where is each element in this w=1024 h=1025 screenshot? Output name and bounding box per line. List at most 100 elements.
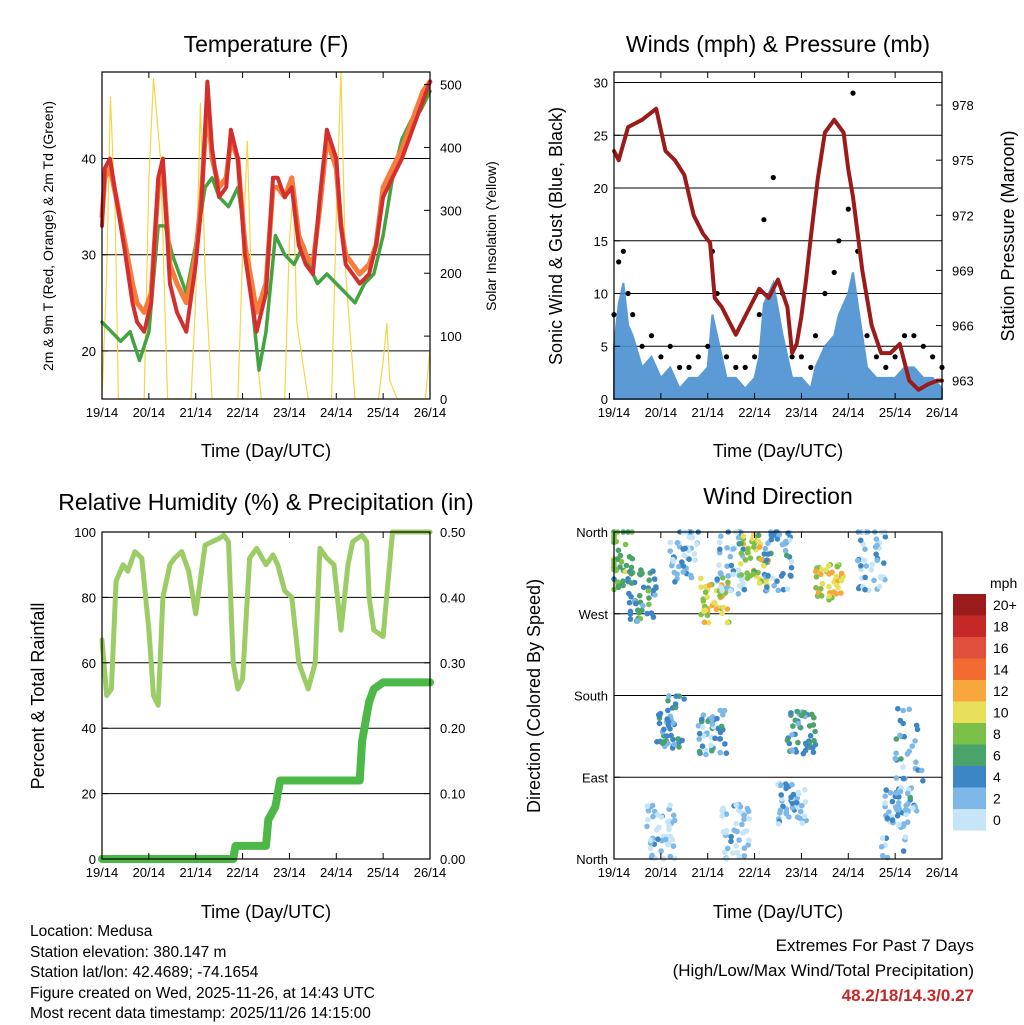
wind-direction-point bbox=[674, 540, 681, 546]
temperature-plot-frame bbox=[101, 71, 431, 400]
wind-direction-point bbox=[760, 562, 767, 569]
wind-direction-point bbox=[670, 558, 677, 564]
gust-point bbox=[831, 269, 837, 275]
gust-point bbox=[742, 364, 748, 370]
wind-direction-point bbox=[756, 544, 763, 550]
y2-tick-label: 0.40 bbox=[440, 590, 465, 605]
colorbar-label: 16 bbox=[993, 640, 1009, 656]
gust-point bbox=[658, 354, 664, 360]
wind-direction-point bbox=[833, 573, 840, 580]
wind-direction-point bbox=[756, 580, 763, 586]
wind-direction-point bbox=[741, 853, 748, 859]
wind-direction-point bbox=[725, 579, 731, 586]
wind-direction-point bbox=[671, 569, 678, 576]
wind-direction-point bbox=[681, 696, 687, 702]
temperature-x-label: Time (Day/UTC) bbox=[201, 441, 331, 461]
wind-direction-point bbox=[723, 585, 730, 591]
wind-direction-point bbox=[666, 693, 672, 699]
wind-direction-point bbox=[802, 787, 808, 793]
wind-direction-point bbox=[894, 806, 900, 813]
wind-direction-point bbox=[730, 546, 737, 552]
wind-direction-point bbox=[704, 594, 710, 600]
wind-direction-point bbox=[717, 593, 723, 599]
wind-direction-point bbox=[768, 532, 775, 538]
station-pressure-line bbox=[612, 106, 944, 392]
wind-direction-point bbox=[667, 853, 674, 860]
wind-direction-point bbox=[721, 707, 728, 714]
wind-direction-point bbox=[876, 583, 883, 590]
colorbar-label: 18 bbox=[993, 619, 1009, 635]
wind-direction-point bbox=[755, 538, 761, 544]
y-tick-label: 30 bbox=[82, 248, 96, 263]
wind-direction-point bbox=[680, 563, 687, 569]
wind-direction-point bbox=[673, 693, 679, 699]
relative-humidity-line bbox=[99, 529, 433, 708]
wind-direction-point bbox=[627, 616, 634, 622]
wind-direction-point bbox=[903, 811, 909, 818]
wind-direction-point bbox=[884, 815, 891, 821]
winds-pressure-panel: Winds (mph) & Pressure (mb) 0 5 10 15 20 25 30… bbox=[546, 31, 1018, 461]
wind-direction-point bbox=[862, 574, 868, 581]
wind-direction-point bbox=[717, 546, 723, 553]
wind-direction-point bbox=[709, 748, 715, 754]
wind-direction-point bbox=[719, 813, 725, 819]
gust-point bbox=[705, 343, 711, 349]
gust-point bbox=[901, 333, 908, 339]
wind-direction-point bbox=[797, 815, 803, 821]
colorbar-label: 10 bbox=[993, 705, 1009, 721]
wind-direction-point bbox=[801, 813, 808, 819]
wind-direction-point bbox=[645, 588, 652, 594]
y-tick-label: 80 bbox=[82, 590, 96, 605]
wind-direction-point bbox=[667, 802, 673, 809]
wind-direction-point bbox=[812, 728, 818, 735]
x-tick-label: 20/14 bbox=[133, 405, 166, 420]
x-tick-label: 25/14 bbox=[879, 405, 912, 420]
gust-point bbox=[639, 343, 645, 349]
colorbar-label: 12 bbox=[993, 683, 1009, 699]
wind-direction-point bbox=[895, 705, 901, 712]
colorbar-title: mph bbox=[990, 575, 1017, 591]
x-tick-label: 24/14 bbox=[320, 405, 353, 420]
wind-direction-point bbox=[623, 562, 630, 569]
wind-direction-point bbox=[902, 807, 909, 813]
wind-direction-point bbox=[656, 824, 662, 831]
wind-direction-point bbox=[764, 557, 770, 563]
colorbar-swatch bbox=[953, 809, 986, 831]
wind-direction-point bbox=[823, 567, 829, 573]
wind-direction-point bbox=[699, 716, 705, 723]
wind-direction-point bbox=[740, 533, 747, 540]
wind-direction-point bbox=[676, 563, 682, 570]
wind-direction-point bbox=[670, 812, 677, 819]
humidity-precip-panel: Relative Humidity (%) & Precipitation (i… bbox=[28, 489, 474, 922]
gust-point bbox=[798, 354, 805, 360]
x-tick-label: 26/14 bbox=[926, 405, 959, 420]
y-tick-label: 25 bbox=[594, 128, 608, 143]
wind-direction-point bbox=[700, 712, 707, 718]
wind-direction-point bbox=[728, 562, 735, 569]
colorbar-label: 8 bbox=[993, 726, 1001, 742]
wind-direction-point bbox=[765, 540, 771, 546]
wind-direction-point bbox=[765, 572, 771, 579]
wind-direction-point bbox=[628, 564, 635, 571]
wind-direction-point bbox=[720, 712, 726, 718]
wind-direction-point bbox=[761, 551, 768, 557]
wind-direction-point bbox=[716, 562, 722, 568]
colorbar-swatch bbox=[953, 701, 986, 723]
wind-direction-point bbox=[838, 590, 844, 596]
solar-y2-label: Solar Insolation (Yellow) bbox=[483, 161, 499, 311]
wind-direction-point bbox=[735, 534, 742, 541]
y2-tick-label: 0.00 bbox=[440, 852, 465, 867]
y2-tick-label: 0.50 bbox=[440, 525, 465, 540]
x-tick-label: 26/14 bbox=[926, 865, 959, 880]
wind-direction-point bbox=[862, 586, 868, 593]
wind-direction-point bbox=[701, 733, 707, 739]
x-tick-label: 22/14 bbox=[738, 405, 771, 420]
wind-direction-point bbox=[655, 836, 661, 842]
wind-direction-point bbox=[826, 583, 832, 590]
wind-direction-point bbox=[644, 823, 650, 830]
wind-direction-point bbox=[676, 744, 682, 750]
colorbar-swatch bbox=[953, 637, 986, 659]
wind-direction-point bbox=[665, 697, 671, 704]
wind-direction-point bbox=[858, 563, 864, 569]
